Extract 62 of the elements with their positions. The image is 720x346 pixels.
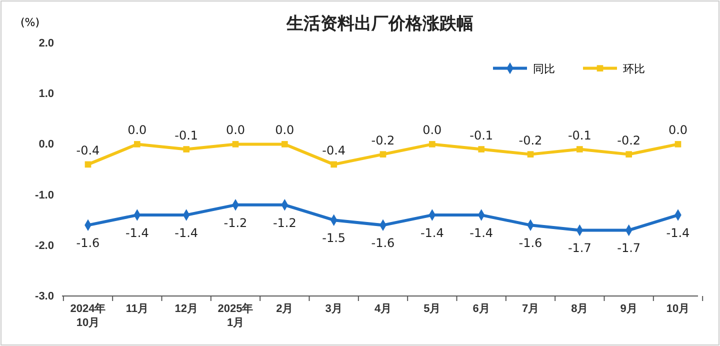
point xyxy=(183,146,190,152)
y-tick-label: -1.0 xyxy=(35,189,54,202)
point xyxy=(478,146,484,152)
data-label: -1.4 xyxy=(174,226,198,240)
legend-label: 同比 xyxy=(533,62,555,76)
data-label: -0.1 xyxy=(174,128,198,142)
point xyxy=(380,151,386,158)
y-tick-label: 1.0 xyxy=(38,88,54,100)
data-label: -0.1 xyxy=(470,128,494,142)
data-label: -0.2 xyxy=(371,133,395,148)
data-label: -1.7 xyxy=(568,241,592,256)
chart-title: 生活资料出厂价格涨跌幅 xyxy=(286,14,474,34)
y-axis-title: (%) xyxy=(20,16,40,29)
point xyxy=(626,151,632,158)
data-label: -0.4 xyxy=(322,143,346,158)
x-tick-label: 2025年 1月 xyxy=(218,302,254,329)
data-label: -1.4 xyxy=(666,226,690,240)
x-tick-label: 7月 xyxy=(522,303,540,315)
x-tick-label: 6月 xyxy=(472,303,490,315)
data-label: 0.0 xyxy=(422,123,442,138)
y-tick-label: -3.0 xyxy=(35,290,54,303)
x-tick-label: 2024年 10月 xyxy=(70,302,106,329)
legend-label: 环比 xyxy=(623,62,645,76)
point xyxy=(527,151,534,158)
y-tick-label: 0.0 xyxy=(38,138,54,151)
x-tick-label: 5月 xyxy=(424,303,441,315)
data-label: -1.6 xyxy=(371,236,395,250)
point xyxy=(282,141,288,148)
x-tick-label: 3月 xyxy=(325,303,342,315)
y-tick-label: 2.0 xyxy=(38,38,54,50)
x-tick-label: 10月 xyxy=(666,303,690,315)
point xyxy=(674,141,682,148)
x-tick-label: 2月 xyxy=(276,303,294,315)
point xyxy=(134,141,140,148)
data-label: -0.4 xyxy=(76,143,100,158)
x-tick-label: 9月 xyxy=(620,303,638,315)
point xyxy=(232,141,239,148)
x-tick-label: 12月 xyxy=(174,303,198,315)
data-label: -0.2 xyxy=(617,133,641,148)
data-label: 0.0 xyxy=(275,123,294,138)
data-label: -1.5 xyxy=(322,231,346,246)
point xyxy=(429,141,436,148)
data-label: -0.2 xyxy=(518,133,542,148)
data-label: -1.4 xyxy=(470,226,494,240)
data-label: -1.7 xyxy=(617,241,641,256)
data-label: 0.0 xyxy=(668,123,688,138)
x-tick-label: 8月 xyxy=(571,303,588,315)
x-tick-label: 11月 xyxy=(126,303,148,315)
point xyxy=(84,161,92,168)
data-label: -1.4 xyxy=(420,226,444,240)
y-tick-label: -2.0 xyxy=(35,240,54,252)
data-label: -0.1 xyxy=(568,128,592,142)
data-label: -1.6 xyxy=(518,236,542,250)
x-tick-label: 4月 xyxy=(374,303,392,315)
point xyxy=(330,161,337,168)
data-label: -1.2 xyxy=(272,216,296,230)
data-label: 0.0 xyxy=(128,123,147,138)
point xyxy=(576,146,583,152)
data-label: 0.0 xyxy=(226,123,246,138)
data-label: -1.6 xyxy=(76,236,100,250)
data-label: -1.4 xyxy=(125,226,149,240)
data-label: -1.2 xyxy=(224,216,248,230)
